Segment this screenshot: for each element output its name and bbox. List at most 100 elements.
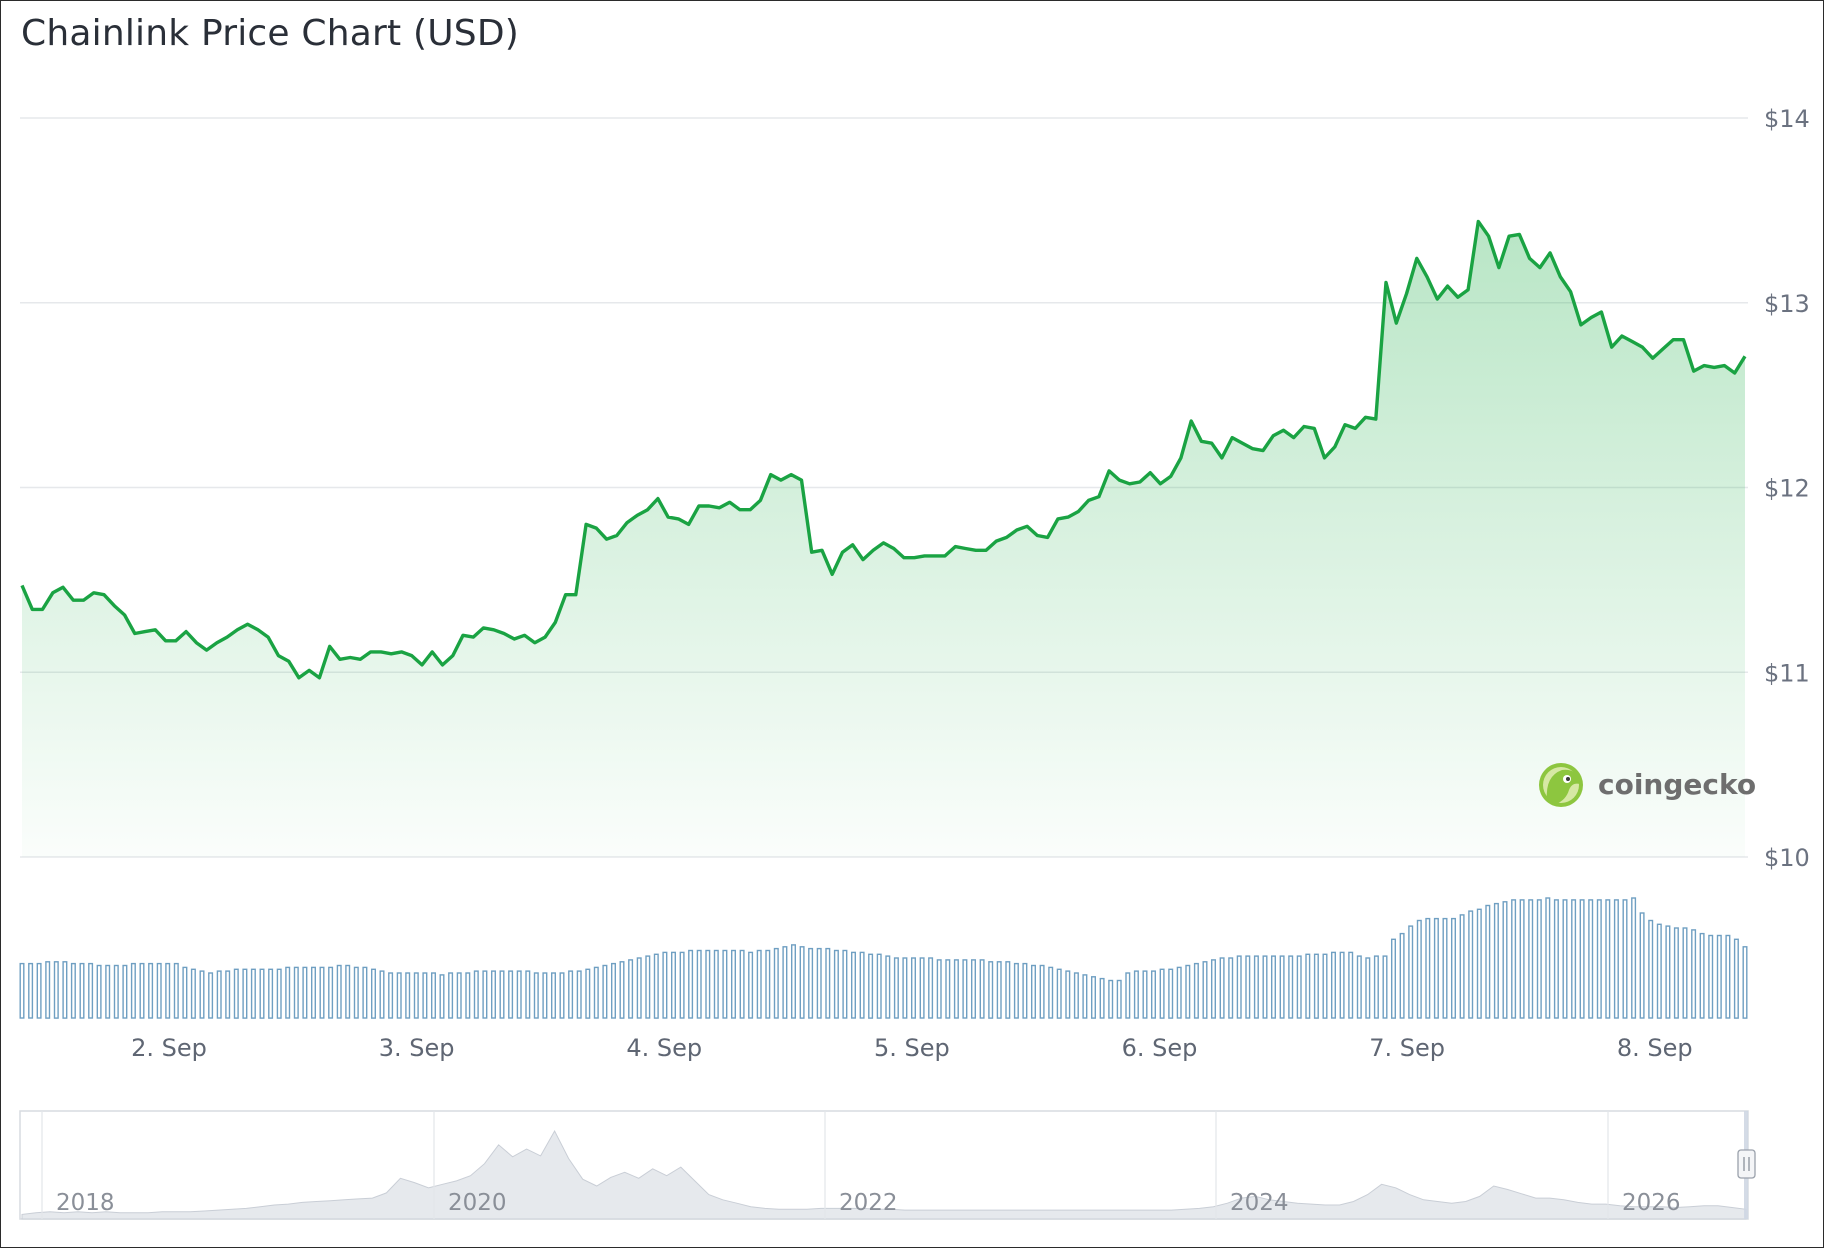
volume-bar (585, 968, 591, 1019)
volume-bar (1485, 904, 1491, 1019)
volume-bar (336, 964, 342, 1019)
volume-bar (971, 959, 977, 1019)
volume-bar (1665, 925, 1671, 1019)
volume-bar (345, 964, 351, 1019)
volume-bar (1108, 979, 1114, 1019)
volume-bar (696, 949, 702, 1019)
volume-bar (833, 949, 839, 1019)
volume-bar (1639, 912, 1645, 1019)
volume-bar (96, 964, 102, 1019)
volume-bar (1605, 899, 1611, 1019)
volume-bar (919, 957, 925, 1019)
y-tick-label: $12 (1764, 475, 1810, 503)
volume-bar (1459, 914, 1465, 1019)
volume-bar (319, 966, 325, 1019)
volume-bar (250, 968, 256, 1019)
x-tick-label: 3. Sep (379, 1034, 455, 1062)
volume-bar (1322, 953, 1328, 1019)
volume-bar (945, 959, 951, 1019)
volume-bar (1408, 925, 1414, 1019)
volume-bar (1159, 968, 1165, 1019)
volume-bar (568, 970, 574, 1019)
volume-bar (808, 947, 814, 1019)
volume-bar (1065, 970, 1071, 1019)
volume-bar (962, 959, 968, 1019)
volume-bar (611, 962, 617, 1019)
volume-bar (1648, 919, 1654, 1019)
volume-bar (62, 961, 68, 1019)
volume-bar (1348, 951, 1354, 1019)
volume-bar (576, 970, 582, 1019)
volume-bar (276, 968, 282, 1019)
volume-bar (1013, 962, 1019, 1019)
volume-bar (533, 972, 539, 1019)
volume-bar (1613, 899, 1619, 1019)
volume-bar (1116, 979, 1122, 1019)
volume-bar (165, 962, 171, 1019)
volume-bar (388, 972, 394, 1019)
volume-bar (439, 974, 445, 1019)
volume-bar (936, 959, 942, 1019)
volume-bar (413, 972, 419, 1019)
volume-bar (1733, 938, 1739, 1019)
volume-bar (1691, 929, 1697, 1019)
navigator-label: 2022 (839, 1190, 898, 1216)
volume-bar (1476, 908, 1482, 1019)
volume-bar (996, 961, 1002, 1019)
volume-bar (431, 972, 437, 1019)
navigator[interactable]: 2018 2020 2022 2024 2026 (19, 1110, 1756, 1220)
volume-bar (1596, 899, 1602, 1019)
volume-bar (842, 949, 848, 1019)
volume-bar (816, 947, 822, 1019)
volume-bar (79, 962, 85, 1019)
volume-bar (53, 961, 59, 1019)
volume-bar (1450, 917, 1456, 1019)
volume-bar (953, 959, 959, 1019)
volume-bar (1202, 961, 1208, 1019)
volume-bar (1133, 970, 1139, 1019)
volume-bar (1502, 901, 1508, 1019)
volume-bar (1142, 970, 1148, 1019)
volume-bar (1433, 917, 1439, 1019)
volume-bar (1228, 957, 1234, 1019)
volume-bar (551, 972, 557, 1019)
y-tick-label: $13 (1764, 290, 1810, 318)
volume-bar (876, 953, 882, 1019)
volume-bar (893, 957, 899, 1019)
volume-bar (156, 962, 162, 1019)
watermark: coingecko (1539, 763, 1756, 807)
volume-bar (1185, 964, 1191, 1019)
volume-bar (1270, 955, 1276, 1019)
volume-bar (799, 946, 805, 1019)
volume-bar (1588, 899, 1594, 1019)
navigator-label: 2018 (56, 1190, 115, 1216)
volume-bar (1313, 953, 1319, 1019)
volume-bar (825, 947, 831, 1019)
volume-bar (1468, 910, 1474, 1019)
x-tick-label: 4. Sep (626, 1034, 702, 1062)
volume-bar (1742, 946, 1748, 1019)
volume-bar (1005, 961, 1011, 1019)
volume-bar (705, 949, 711, 1019)
volume-bar (1536, 899, 1542, 1019)
volume-bar (1236, 955, 1242, 1019)
volume-bar (139, 962, 145, 1019)
volume-bar (1356, 955, 1362, 1019)
volume-bar (1382, 955, 1388, 1019)
y-tick-label: $10 (1764, 844, 1810, 872)
volume-bar (45, 961, 51, 1019)
volume-bar (473, 970, 479, 1019)
navigator-handle[interactable] (1737, 1149, 1756, 1179)
y-tick-label: $14 (1764, 105, 1810, 133)
volume-bar (979, 959, 985, 1019)
x-axis-labels: 2. Sep 3. Sep 4. Sep 5. Sep 6. Sep 7. Sep 8. S… (131, 1034, 1692, 1062)
volume-bar (1125, 972, 1131, 1019)
volume-bar (1030, 964, 1036, 1019)
navigator-area (21, 1129, 1747, 1220)
volume-bar (422, 972, 428, 1019)
navigator-label: 2020 (448, 1190, 507, 1216)
volume-bar (1725, 934, 1731, 1019)
volume-bar (1708, 934, 1714, 1019)
volume-bar (636, 957, 642, 1019)
